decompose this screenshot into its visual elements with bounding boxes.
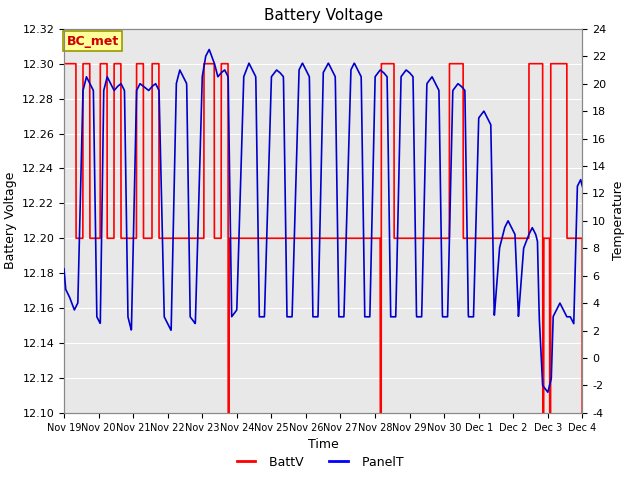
X-axis label: Time: Time <box>308 438 339 451</box>
Y-axis label: Temperature: Temperature <box>612 181 625 261</box>
Legend:  BattV,  PanelT: BattV, PanelT <box>232 451 408 474</box>
Y-axis label: Battery Voltage: Battery Voltage <box>4 172 17 269</box>
Title: Battery Voltage: Battery Voltage <box>264 9 383 24</box>
Text: BC_met: BC_met <box>67 35 119 48</box>
